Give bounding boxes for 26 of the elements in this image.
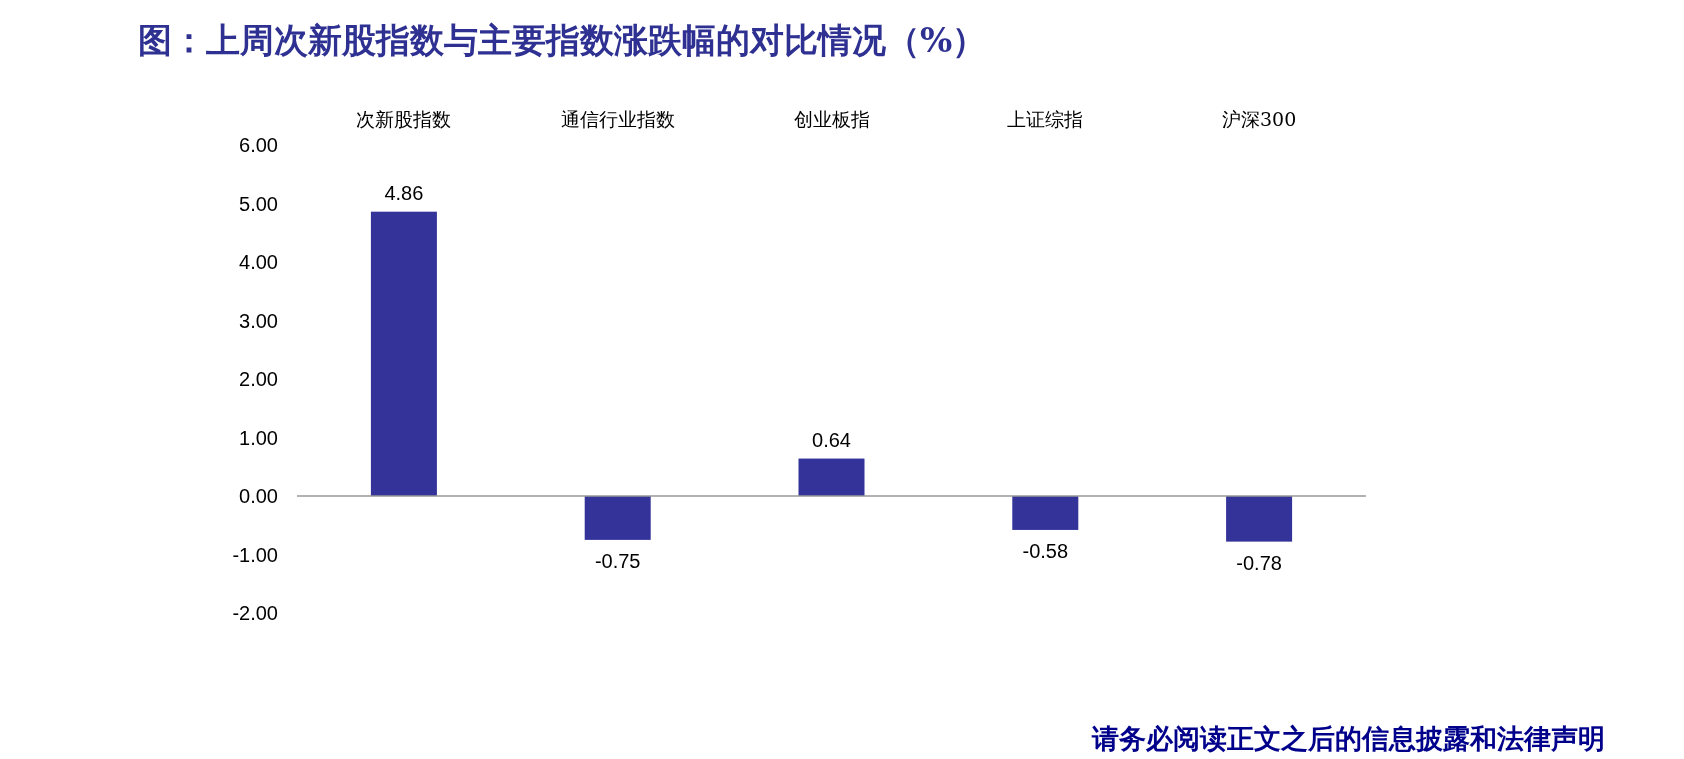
bar (370, 211, 437, 496)
x-tick-label: 上证综指 (1007, 108, 1084, 130)
data-label: -0.78 (1236, 551, 1282, 574)
y-tick-label: 4.00 (239, 251, 278, 273)
bar (1226, 496, 1293, 542)
x-tick-label: 通信行业指数 (560, 108, 675, 130)
y-tick-label: 0.00 (239, 485, 278, 507)
data-label: -0.58 (1022, 539, 1069, 562)
x-tick-label: 创业板指 (793, 108, 870, 130)
y-tick-label: 6.00 (239, 134, 278, 156)
text: 请务必阅读正文之后的信息披露和法律声明 (1091, 723, 1605, 754)
y-tick-label: -2.00 (232, 602, 278, 624)
data-label: -0.75 (594, 549, 641, 572)
y-tick-label: 3.00 (239, 309, 278, 332)
bar (798, 458, 865, 496)
y-tick-label: 5.00 (239, 192, 278, 215)
bar (584, 496, 651, 540)
y-tick-label: 1.00 (239, 426, 278, 449)
x-tick-label: 次新股指数 (356, 108, 452, 130)
bar (1012, 496, 1079, 530)
y-tick-label: -1.00 (232, 543, 278, 566)
data-label: 4.86 (384, 181, 424, 204)
y-tick-label: 2.00 (239, 368, 278, 390)
chart-title: 图：上周次新股指数与主要指数涨跌幅的对比情况（%） (138, 20, 987, 60)
x-tick-label: 沪深300 (1221, 108, 1297, 130)
data-label: 0.64 (812, 428, 851, 451)
